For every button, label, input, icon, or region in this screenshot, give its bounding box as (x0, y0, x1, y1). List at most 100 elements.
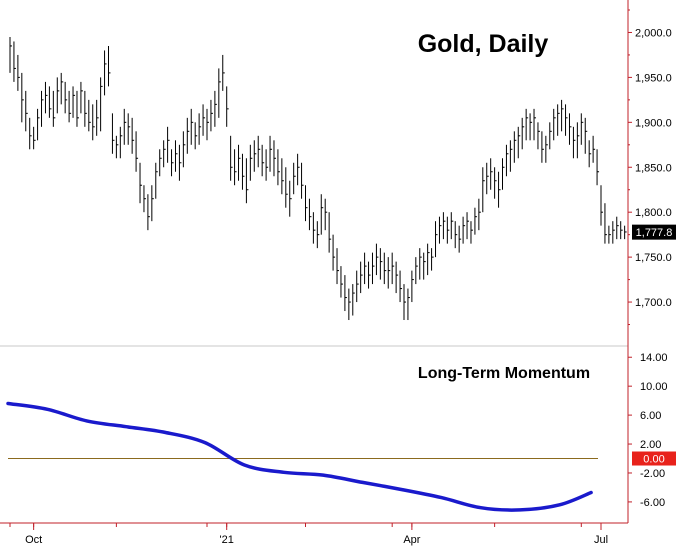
price-bar (470, 221, 473, 244)
price-bar (344, 275, 347, 312)
price-bar (194, 122, 198, 150)
price-bar (411, 270, 414, 303)
price-bar (44, 81, 48, 114)
price-bar (588, 140, 592, 168)
price-bar (273, 140, 276, 177)
last-price-badge (632, 224, 676, 240)
price-bar (435, 221, 438, 258)
price-bar (533, 108, 537, 141)
price-bar (490, 158, 493, 190)
price-bar (104, 50, 107, 96)
price-bar (513, 131, 517, 163)
price-bar (33, 126, 36, 150)
price-bar (466, 212, 470, 240)
price-bar (308, 198, 312, 231)
price-bar (9, 36, 12, 73)
price-bar (596, 149, 600, 186)
last-price-marker: 1,777.8 (632, 224, 676, 240)
price-bar (115, 135, 119, 159)
price-bar (580, 113, 584, 145)
price-bar (545, 135, 548, 163)
price-bar (360, 261, 363, 294)
price-y-axis: 2,000.0 1,950.0 1,900.0 1,850.0 1,800.0 1,750… (628, 9, 672, 326)
price-bar (383, 252, 387, 285)
x-tick-label: Oct (25, 534, 42, 546)
price-bar (84, 90, 87, 127)
price-bar (48, 86, 52, 118)
price-bar (214, 90, 217, 127)
price-bar (509, 140, 513, 172)
price-bar (502, 158, 505, 190)
price-bar (297, 153, 300, 186)
price-bar (549, 122, 552, 150)
price-bar (352, 284, 355, 316)
price-bar (72, 86, 76, 118)
price-bar (17, 54, 20, 91)
momentum-y-tick-label: -2.00 (640, 468, 665, 480)
price-bar (427, 243, 430, 276)
momentum-y-tick-label: 6.00 (640, 410, 661, 422)
price-bar (123, 108, 127, 145)
price-bar (320, 194, 324, 235)
price-bar (458, 225, 462, 253)
price-bar (253, 140, 257, 172)
price-bar (482, 167, 485, 213)
price-bar (245, 158, 249, 204)
price-y-tick-label: 1,900.0 (635, 117, 672, 129)
price-bar (403, 284, 406, 321)
price-bar (525, 108, 529, 141)
price-bar (419, 248, 422, 280)
price-bar (111, 113, 115, 154)
momentum-y-tick-label: -6.00 (640, 497, 665, 509)
price-bar (375, 243, 379, 276)
price-bar (340, 266, 343, 298)
price-bar (80, 81, 83, 114)
chart-title: Gold, Daily (418, 30, 549, 58)
price-bar (498, 171, 501, 208)
price-y-tick-label: 1,750.0 (635, 252, 672, 264)
price-bar (92, 104, 95, 141)
zero-value-badge (632, 451, 676, 466)
price-bar (139, 162, 143, 204)
price-bar (568, 113, 572, 145)
price-bars (9, 36, 627, 321)
price-bar (289, 180, 292, 217)
price-bar (553, 108, 556, 141)
price-bar (423, 252, 426, 280)
price-bar (60, 72, 64, 105)
price-bar (265, 149, 269, 181)
price-bar (25, 90, 28, 132)
price-bar (186, 117, 190, 154)
price-bar (454, 221, 458, 249)
price-bar (88, 99, 91, 132)
price-bar (210, 99, 213, 132)
price-bar (234, 149, 237, 186)
price-bar (293, 162, 296, 195)
price-bar (230, 135, 233, 181)
price-bar (462, 216, 466, 244)
price-bar (41, 90, 44, 127)
zero-value-label: 0.00 (643, 454, 664, 466)
price-bar (147, 194, 150, 231)
last-price-label: 1,777.8 (636, 227, 673, 239)
price-bar (241, 153, 245, 190)
price-bar (624, 225, 627, 240)
price-bar (174, 140, 178, 172)
price-bar (616, 216, 619, 240)
price-bar (608, 225, 611, 244)
momentum-y-tick-label: 2.00 (640, 439, 661, 451)
price-bar (336, 248, 340, 285)
price-bar (151, 185, 154, 222)
price-bar (127, 113, 131, 145)
price-bar (541, 131, 544, 163)
price-bar (478, 198, 481, 231)
price-y-tick-label: 1,800.0 (635, 207, 672, 219)
price-bar (486, 162, 489, 195)
price-bar (182, 131, 186, 168)
price-bar (171, 149, 174, 177)
price-bar (450, 212, 454, 240)
price-bar (249, 144, 253, 181)
price-bar (281, 158, 284, 195)
price-bar (52, 90, 56, 127)
price-bar (561, 99, 564, 132)
